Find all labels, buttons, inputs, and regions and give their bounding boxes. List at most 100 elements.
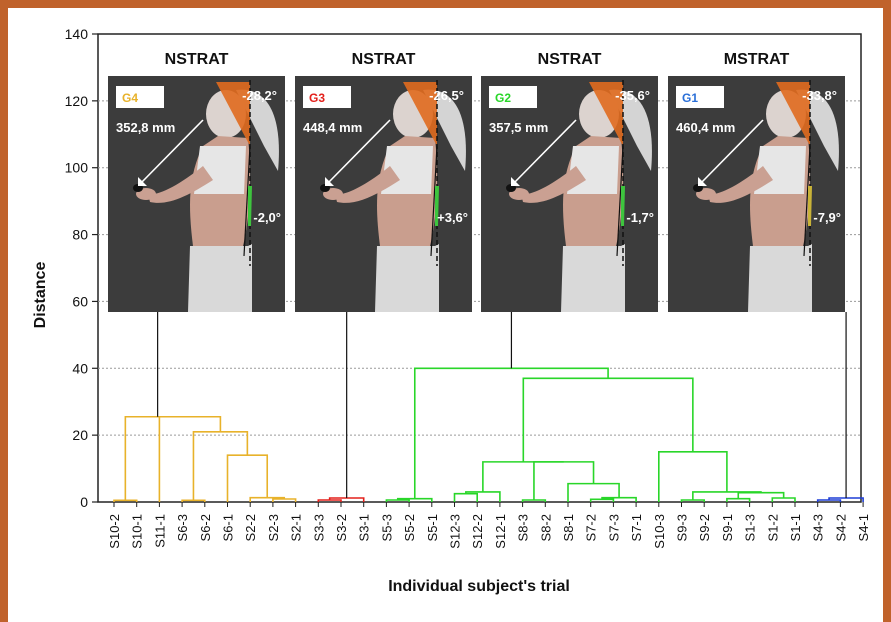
x-tick-label-leaf: S8-1	[561, 514, 576, 541]
head-angle-value: -26,5°	[429, 88, 464, 103]
pants	[188, 244, 252, 312]
y-tick-label: 0	[80, 494, 88, 510]
y-tick-label: 60	[72, 293, 88, 309]
y-tick-label: 20	[72, 427, 88, 443]
strategy-heading: NSTRAT	[165, 51, 229, 68]
posture-panel-g2: NSTRAT G2 357,5 mm -35,6° -1,7°	[481, 51, 658, 312]
strategy-heading: NSTRAT	[538, 51, 602, 68]
distance-value: 460,4 mm	[676, 120, 735, 135]
x-axis-labels: S10-2 S10-1 S11-1 S6-3 S6-2 S6-1 S2-2 S2-3 S2-1 S…	[107, 502, 871, 549]
arms	[708, 166, 773, 203]
distance-arrow	[139, 119, 204, 185]
arms	[148, 166, 213, 203]
y-axis: 0 20 40 60 80 100 120 140	[65, 26, 98, 510]
trunk-angle-value: +3,6°	[437, 210, 468, 225]
x-tick-label-leaf: S10-3	[652, 514, 667, 549]
x-tick-label-leaf: S7-1	[629, 514, 644, 541]
arms	[521, 166, 586, 203]
group-label: G4	[122, 91, 138, 105]
x-tick-label-leaf: S6-2	[198, 514, 213, 541]
posture-panel-g3: NSTRAT G3 448,4 mm -26,5° +3,6°	[295, 51, 472, 312]
trunk-angle-wedge	[435, 186, 439, 226]
x-tick-label-leaf: S6-1	[221, 514, 236, 541]
distance-arrowhead	[138, 177, 147, 186]
trunk-line	[803, 145, 811, 257]
dendrogram-link	[181, 499, 206, 502]
head-angle-value: -35,6°	[615, 88, 650, 103]
dendrogram-link	[828, 497, 864, 502]
x-tick-label-leaf: S3-3	[311, 514, 326, 541]
y-tick-label: 120	[65, 93, 89, 109]
distance-arrowhead	[698, 177, 707, 186]
y-tick-label: 140	[65, 26, 89, 42]
trunk-line	[430, 145, 438, 257]
x-tick-label-leaf: S12-2	[470, 514, 485, 549]
head-angle-wedge	[216, 82, 250, 146]
dendrogram-link	[771, 497, 796, 502]
posture-panel-g4: NSTRAT G4 352,8 mm -28,2° -2,0°	[108, 51, 285, 312]
trunk-line	[616, 145, 624, 257]
pants	[561, 244, 625, 312]
dendrogram-links	[113, 367, 864, 502]
arms	[335, 166, 400, 203]
trunk-angle-wedge	[621, 186, 625, 226]
dendrogram-link	[413, 367, 609, 499]
y-axis-label: Distance	[32, 262, 49, 329]
plot-border	[97, 33, 862, 503]
trunk-angle-value: -7,9°	[813, 210, 841, 225]
dendrogram-link	[453, 492, 478, 502]
figure-frame: 0 20 40 60 80 100 120 140 NSTRAT G4 352,8 mm -28,2…	[8, 8, 883, 622]
x-tick-label-leaf: S4-3	[811, 514, 826, 541]
y-tick-label: 100	[65, 160, 89, 176]
distance-arrowhead	[325, 177, 334, 186]
posture-panel-g1: MSTRAT G1 460,4 mm -33,8° -7,9°	[668, 51, 845, 312]
x-tick-label-leaf: S9-1	[720, 514, 735, 541]
dendrogram-link	[533, 461, 595, 500]
strategy-heading: MSTRAT	[724, 51, 790, 68]
x-axis-label: Individual subject's trial	[388, 578, 570, 595]
group-label-box	[676, 86, 724, 108]
y-tick-label: 40	[72, 360, 88, 376]
head-angle-wedge	[403, 82, 437, 146]
x-tick-label-leaf: S1-1	[788, 514, 803, 541]
group-label: G2	[495, 91, 511, 105]
dendrogram-link	[522, 377, 694, 462]
x-tick-label-leaf: S1-3	[743, 514, 758, 541]
x-tick-label-leaf: S8-3	[516, 514, 531, 541]
dendrogram-link	[226, 454, 269, 502]
x-tick-label-leaf: S2-2	[243, 514, 258, 541]
group-label-box	[489, 86, 537, 108]
head-angle-value: -33,8°	[802, 88, 837, 103]
x-tick-label-leaf: S10-1	[130, 514, 145, 549]
x-tick-label-leaf: S12-1	[493, 514, 508, 549]
group-label-box	[116, 86, 164, 108]
human-figure	[506, 89, 652, 312]
x-tick-label-leaf: S4-1	[856, 514, 871, 541]
x-tick-label-leaf: S12-3	[448, 514, 463, 549]
dendrogram-chart: 0 20 40 60 80 100 120 140 NSTRAT G4 352,8 mm -28,2…	[32, 26, 871, 595]
distance-value: 352,8 mm	[116, 120, 175, 135]
trunk-line	[243, 145, 251, 257]
trunk-angle-value: -1,7°	[626, 210, 654, 225]
distance-value: 357,5 mm	[489, 120, 548, 135]
dendrogram-link	[192, 431, 249, 501]
distance-arrow	[512, 119, 577, 185]
x-tick-label-leaf: S3-1	[357, 514, 372, 541]
distance-value: 448,4 mm	[303, 120, 362, 135]
dendrogram-link	[328, 497, 365, 502]
x-tick-label-leaf: S11-1	[152, 514, 167, 548]
x-tick-label-leaf: S9-2	[697, 514, 712, 541]
panel-stems	[157, 312, 847, 498]
dendrogram-link	[158, 415, 222, 502]
trunk-angle-value: -2,0°	[253, 210, 281, 225]
group-label-box	[303, 86, 351, 108]
posture-panels: NSTRAT G4 352,8 mm -28,2° -2,0° NSTRAT G3 448,4…	[108, 51, 845, 312]
distance-arrow	[326, 119, 391, 185]
x-tick-label-leaf: S5-2	[402, 514, 417, 541]
x-tick-label-leaf: S7-2	[584, 514, 599, 541]
group-label: G1	[682, 91, 698, 105]
x-tick-label-leaf: S2-3	[266, 514, 281, 541]
dendrogram-link	[124, 415, 190, 501]
x-tick-label-leaf: S8-2	[538, 514, 553, 541]
group-label: G3	[309, 91, 325, 105]
